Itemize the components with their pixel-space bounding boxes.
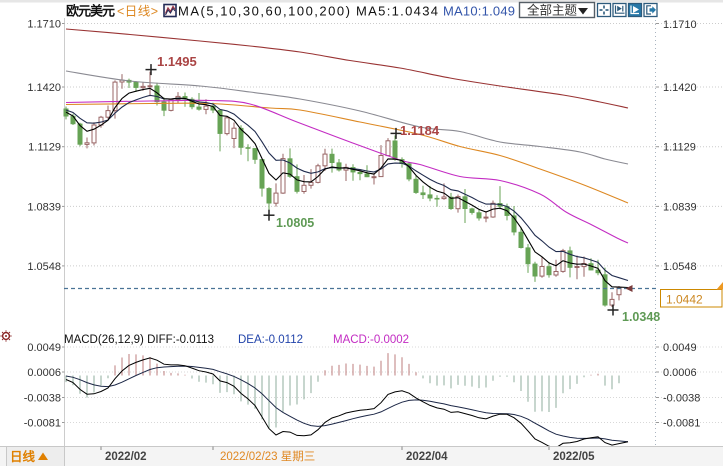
svg-text:1.1710: 1.1710 bbox=[663, 19, 697, 31]
svg-text:1.0442: 1.0442 bbox=[666, 293, 703, 307]
svg-text:MA10:1.049: MA10:1.049 bbox=[443, 4, 515, 19]
svg-text:欧元美元: 欧元美元 bbox=[66, 4, 115, 19]
svg-text:1.0348: 1.0348 bbox=[622, 310, 660, 324]
svg-text:1.0548: 1.0548 bbox=[663, 261, 697, 273]
svg-text:DEA:-0.0112: DEA:-0.0112 bbox=[238, 334, 303, 346]
svg-text:MACD(26,12,9) DIFF:-0.0113: MACD(26,12,9) DIFF:-0.0113 bbox=[64, 334, 214, 346]
svg-text:-0.0038: -0.0038 bbox=[24, 393, 61, 405]
svg-text:2022/02: 2022/02 bbox=[105, 451, 147, 463]
svg-text:1.1420: 1.1420 bbox=[663, 82, 697, 94]
svg-text:2022/02/23 星期三: 2022/02/23 星期三 bbox=[220, 450, 315, 463]
svg-text:1.0805: 1.0805 bbox=[276, 216, 314, 230]
svg-text:1.1129: 1.1129 bbox=[28, 142, 61, 154]
svg-text:1.1710: 1.1710 bbox=[27, 19, 61, 31]
svg-text:0.0049: 0.0049 bbox=[663, 342, 697, 354]
svg-text:1.0839: 1.0839 bbox=[663, 201, 697, 213]
svg-text:-0.0038: -0.0038 bbox=[663, 393, 700, 405]
svg-text:0.0006: 0.0006 bbox=[27, 367, 61, 379]
svg-text:-0.0081: -0.0081 bbox=[663, 418, 700, 430]
svg-text:<日线>: <日线> bbox=[117, 5, 158, 19]
svg-text:MACD:-0.0002: MACD:-0.0002 bbox=[333, 334, 409, 346]
svg-text:2022/04: 2022/04 bbox=[406, 451, 448, 463]
svg-text:日线: 日线 bbox=[10, 449, 36, 464]
svg-text:1.1420: 1.1420 bbox=[27, 82, 61, 94]
svg-text:1.0839: 1.0839 bbox=[27, 201, 61, 213]
svg-text:0.0049: 0.0049 bbox=[27, 342, 61, 354]
svg-text:全部主题: 全部主题 bbox=[527, 3, 578, 18]
svg-text:-0.0081: -0.0081 bbox=[24, 418, 61, 430]
svg-text:1.1129: 1.1129 bbox=[663, 142, 696, 154]
svg-text:1.1184: 1.1184 bbox=[400, 123, 440, 138]
svg-text:MA5:1.0434: MA5:1.0434 bbox=[356, 4, 438, 19]
svg-text:1.0548: 1.0548 bbox=[27, 261, 61, 273]
svg-text:0.0006: 0.0006 bbox=[663, 367, 697, 379]
svg-text:1.1495: 1.1495 bbox=[157, 54, 197, 69]
svg-text:2022/05: 2022/05 bbox=[553, 451, 595, 463]
